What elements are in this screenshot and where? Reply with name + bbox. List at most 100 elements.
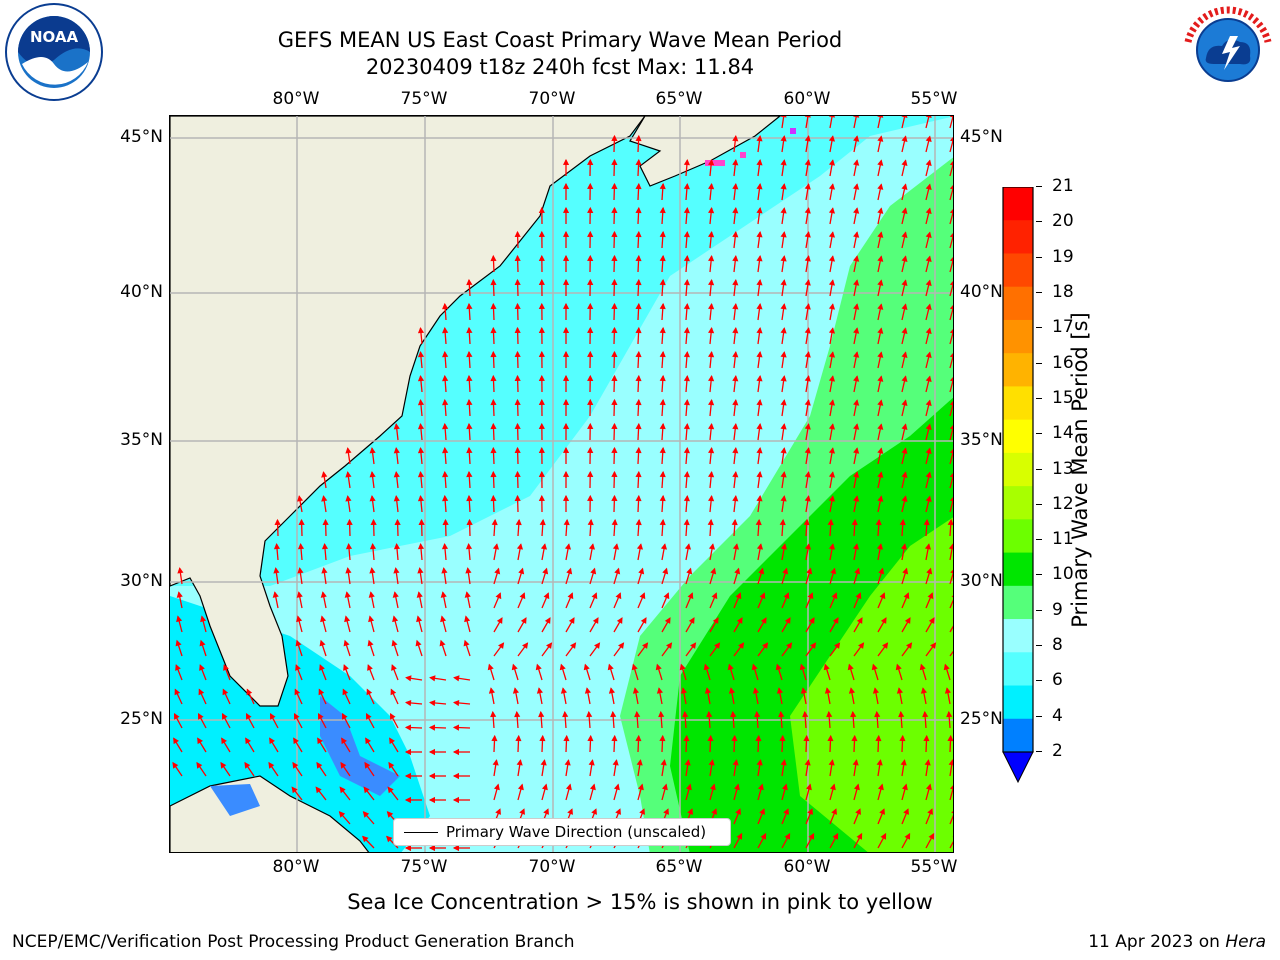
wave-arrow-head [659,302,666,310]
wave-arrow-head [759,592,766,600]
wave-arrow-head [756,398,763,406]
wave-arrow-head [682,710,689,718]
wave-arrow-head [340,761,347,769]
wave-arrow-head [494,567,501,575]
wave-arrow-head [904,617,911,624]
wave-arrow-head [829,783,836,791]
wave-arrow-head [637,783,644,791]
wave-arrow-head [321,543,329,550]
wave-arrow-head [367,639,374,647]
wave-arrow-head [804,183,811,190]
wave-arrow-head [538,350,545,358]
lon-label-top: 75°W [400,89,448,109]
wave-arrow-head [587,518,594,526]
wave-arrow-head [901,495,908,502]
wave-arrow-head [297,543,305,550]
wave-arrow-head [538,254,545,262]
wave-arrow-head [392,615,399,623]
wave-arrow-shaft [925,116,930,129]
wave-arrow-head [919,663,926,671]
wave-arrow-head [519,592,526,600]
colorbar [1000,186,1040,787]
wave-period-map [170,116,953,852]
wave-arrow-head [452,748,459,756]
wave-arrow-head [514,398,521,406]
wave-arrow-head [635,206,642,214]
colorbar-tick-mark [1036,574,1042,576]
wave-arrow-head [520,617,527,624]
wave-arrow-head [803,518,810,526]
wave-arrow-head [345,543,353,550]
wave-arrow-head [293,737,299,745]
wave-arrow-head [925,183,932,190]
wave-arrow-head [428,748,435,756]
wave-direction-arrows [172,116,953,852]
colorbar-segment [1003,652,1033,687]
colorbar-tick-label: 6 [1052,670,1063,691]
wave-arrow-head [562,422,570,430]
wave-arrow-head [877,783,884,791]
wave-arrow-head [516,759,523,766]
wave-arrow-head [564,543,572,550]
wave-arrow-head [453,699,460,707]
wave-arrow-head [877,116,884,118]
wave-arrow-head [901,255,908,262]
wave-arrow-head [587,254,594,262]
wave-arrow-head [635,278,642,286]
wave-arrow-head [804,279,811,286]
colorbar-tick-label: 16 [1052,352,1074,373]
wave-arrow-head [611,302,618,310]
footer-branch: NCEP/EMC/Verification Post Processing Pr… [12,932,575,952]
lon-label-bottom: 70°W [528,857,576,877]
wave-arrow-head [708,399,715,406]
wave-arrow-head [584,687,592,694]
colorbar-tick-label: 8 [1052,635,1063,656]
wave-arrow-head [291,786,298,794]
wave-arrow-head [587,302,594,310]
wave-arrow-head [708,255,715,262]
wave-arrow-head [366,688,373,696]
wave-arrow-head [586,710,593,718]
wave-arrow-head [780,351,787,358]
wave-arrow-head [442,350,449,358]
wave-arrow-head [928,832,935,840]
wave-arrow-shaft [949,571,953,585]
wave-arrow-head [490,254,497,262]
wave-arrow-head [781,783,788,791]
wave-arrow-head [779,518,786,526]
wave-arrow-head [756,158,763,166]
wave-arrow-head [877,303,884,310]
wave-arrow-head [828,447,836,454]
wave-arrow-head [898,710,905,718]
wave-arrow-head [853,303,860,310]
wave-arrow-head [706,710,713,718]
wave-arrow-shaft [901,116,906,129]
wave-arrow-head [341,712,348,720]
wave-arrow-head [429,699,436,707]
wave-arrow-head [660,543,668,550]
wave-arrow-head [732,350,739,358]
wave-arrow-head [659,494,666,502]
wave-arrow-head [394,518,401,526]
wave-arrow-head [321,567,328,574]
wave-arrow-head [780,303,787,310]
wave-arrow-head [365,712,372,720]
wave-arrow-head [804,255,811,262]
lat-label-right: 30°N [960,571,1003,591]
wave-arrow-head [828,279,836,286]
wave-arrow-head [832,832,839,840]
wave-arrow-head [828,495,836,502]
wave-arrow-head [925,399,932,406]
wave-arrow-head [759,808,765,815]
wave-arrow-head [196,761,203,769]
wave-arrow-head [903,592,910,600]
wave-arrow-head [369,567,376,574]
wave-arrow-head [856,832,863,840]
wave-arrow-head [756,494,763,502]
wave-arrow-head [245,737,251,745]
wave-arrow-head [611,278,618,286]
wave-arrow-head [514,278,521,286]
wave-arrow-head [538,278,545,286]
wave-arrow-head [612,759,619,766]
wave-arrow-head [925,423,932,430]
